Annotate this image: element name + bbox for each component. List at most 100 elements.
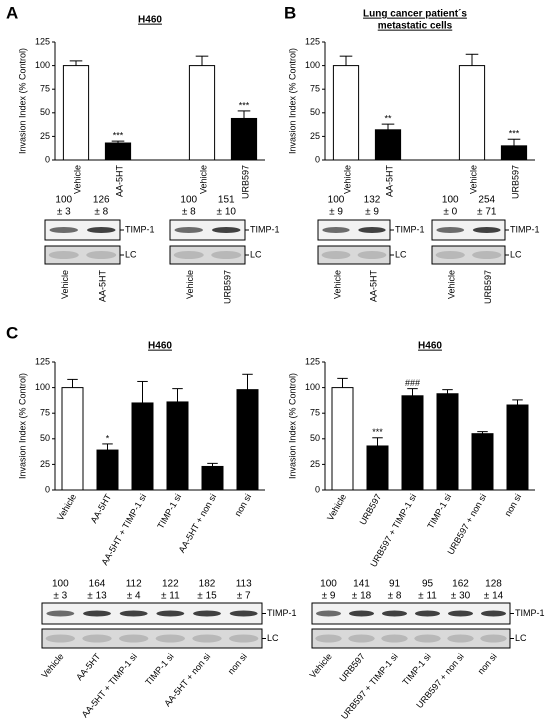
quant-mean: 100 — [180, 195, 197, 206]
lane-label: URB597 + TIMP-1 si — [339, 651, 400, 721]
quant-mean: 132 — [364, 195, 381, 206]
lane-label: Vehicle — [447, 270, 457, 299]
lane-label: URB597 — [483, 270, 493, 304]
lane-label: URB597 — [337, 651, 367, 683]
y-tick-label: 75 — [310, 84, 320, 94]
y-axis-label: Invasion Index (% Control) — [17, 48, 27, 154]
quant-sd: ± 13 — [87, 591, 107, 602]
quant-sd: ± 30 — [451, 591, 471, 602]
lane-label: URB597 — [223, 270, 233, 304]
bar — [332, 65, 360, 161]
bar — [104, 142, 132, 161]
band-label: LC — [125, 249, 137, 259]
y-tick-label: 125 — [305, 36, 320, 46]
blot-strip — [311, 602, 511, 625]
y-tick-label: 25 — [40, 459, 50, 469]
x-tick-label: AA-5HT — [114, 165, 124, 198]
significance-label: * — [106, 433, 110, 443]
lane-label: AA-5HT — [368, 270, 378, 303]
significance-label: ### — [405, 378, 420, 388]
quant-sd: ± 9 — [329, 207, 343, 218]
quant-sd: ± 9 — [365, 207, 379, 218]
chart-title: H460 — [138, 15, 162, 26]
band-label: TIMP-1 — [515, 608, 545, 618]
significance-label: *** — [239, 100, 250, 110]
y-tick-label: 125 — [35, 356, 50, 366]
quant-sd: ± 15 — [197, 591, 217, 602]
timp1-band — [472, 227, 501, 233]
quant-mean: 100 — [320, 579, 337, 590]
blot-strip — [41, 628, 263, 649]
bar — [401, 395, 424, 491]
quant-sd: ± 11 — [418, 591, 437, 602]
band-label: LC — [267, 633, 279, 643]
quant-sd: ± 11 — [161, 591, 180, 602]
timp1-band — [119, 610, 148, 617]
lane-label: TIMP-1 si — [400, 651, 432, 687]
x-tick-label: URB597 + non si — [445, 492, 488, 556]
bar — [62, 65, 90, 161]
y-tick-label: 50 — [40, 107, 50, 117]
bar — [506, 404, 529, 491]
x-tick-label: AA-5HT — [384, 165, 394, 198]
quant-sd: ± 71 — [477, 207, 497, 218]
timp1-band — [358, 227, 386, 233]
significance-label: *** — [113, 130, 124, 140]
lc-band — [155, 634, 185, 643]
lc-band — [480, 634, 507, 643]
bar — [201, 465, 224, 491]
quant-mean: 100 — [55, 195, 72, 206]
quant-mean: 112 — [126, 579, 142, 590]
bar — [61, 387, 84, 491]
lc-band — [173, 251, 204, 259]
lc-band — [211, 251, 242, 259]
blot-strip — [311, 628, 511, 649]
band-label: LC — [250, 249, 262, 259]
quant-sd: ± 3 — [57, 207, 71, 218]
quant-sd: ± 3 — [53, 591, 67, 602]
quant-sd: ± 10 — [217, 207, 237, 218]
y-tick-label: 25 — [40, 131, 50, 141]
bar — [331, 387, 354, 491]
y-tick-label: 100 — [35, 382, 50, 392]
y-axis-label: Invasion Index (% Control) — [287, 48, 297, 154]
y-tick-label: 0 — [315, 484, 320, 494]
quant-mean: 100 — [442, 195, 459, 206]
lane-label: Vehicle — [60, 270, 70, 299]
y-tick-label: 75 — [40, 84, 50, 94]
timp1-band — [49, 227, 78, 233]
y-tick-label: 100 — [35, 60, 50, 70]
quant-mean: 141 — [353, 579, 370, 590]
band-label: TIMP-1 — [250, 224, 280, 234]
bar — [230, 117, 258, 161]
lane-label: AA-5HT — [98, 270, 108, 303]
band-label: LC — [515, 633, 527, 643]
y-axis-label: Invasion Index (% Control) — [287, 373, 297, 479]
bar — [131, 402, 154, 491]
x-tick-label: URB597 — [358, 492, 384, 526]
bar — [471, 433, 494, 491]
chart-title: H460 — [418, 341, 442, 352]
quant-mean: 151 — [218, 195, 235, 206]
lc-band — [472, 251, 502, 259]
y-tick-label: 50 — [310, 107, 320, 117]
x-tick-label: non si — [233, 492, 254, 518]
bar — [500, 145, 528, 161]
lc-band — [435, 251, 465, 259]
timp1-band — [414, 610, 441, 617]
band-label: TIMP-1 — [125, 224, 155, 234]
lane-label: Vehicle — [308, 651, 334, 680]
chart-title: H460 — [148, 341, 172, 352]
lc-band — [357, 251, 387, 259]
lc-band — [82, 634, 112, 643]
band-label: TIMP-1 — [395, 224, 425, 234]
quant-mean: 182 — [199, 579, 216, 590]
timp1-band — [193, 610, 221, 617]
band-label: TIMP-1 — [510, 224, 540, 234]
lc-band — [119, 634, 149, 643]
significance-label: *** — [509, 129, 520, 139]
x-tick-label: non si — [503, 492, 524, 518]
quant-sd: ± 9 — [322, 591, 336, 602]
y-tick-label: 50 — [40, 433, 50, 443]
